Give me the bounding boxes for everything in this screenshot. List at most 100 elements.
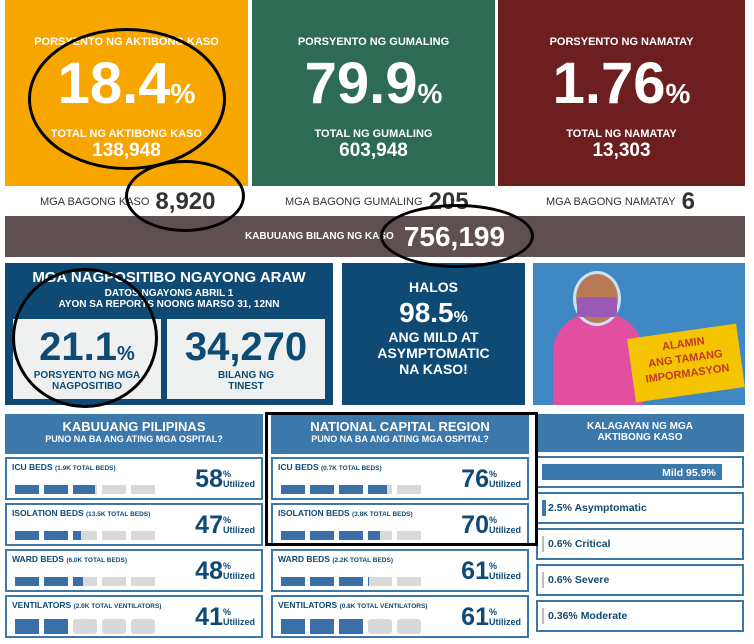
value: 61 [461,603,489,631]
bed-fill [368,577,370,586]
bed-icon [73,481,97,494]
status-bar [542,572,544,588]
bed-fill [44,531,68,540]
bed-icon [44,527,68,540]
bed-icons [281,619,421,634]
capacity: (3.8K TOTAL BEDS) [352,511,413,518]
hospital-item: ICU BEDS (1.9K TOTAL BEDS) 58% Utilized [5,457,263,500]
bed-icon [339,573,363,586]
ventilator-icon [397,619,421,634]
bed-icon [310,573,334,586]
status-bar: Mild 95.9% [542,464,722,480]
status-item: 0.36% Moderate [536,600,744,632]
hospital-item: WARD BEDS (6.0K TOTAL BEDS) 48% Utilized [5,549,263,592]
label: PORSYENTO NG NAMATAY [549,36,694,48]
bed-icon [310,527,334,540]
status-item: 2.5% Asymptomatic [536,492,744,524]
capacity: (13.5K TOTAL BEDS) [86,511,151,518]
bed-fill [15,485,39,494]
utilized-label: Utilized [488,571,521,581]
subtitle: PUNO NA BA ANG ATING MGA OSPITAL? [311,434,489,444]
bed-fill [368,531,380,540]
unit: % Utilized [488,561,521,581]
bed-icon [131,527,155,540]
ph-hospitals: KABUUANG PILIPINAS PUNO NA BA ANG ATING M… [5,414,263,638]
bed-fill [44,619,68,634]
unit: % [417,78,443,109]
title: AKTIBONG KASO [597,432,683,443]
capacity: (1.9K TOTAL BEDS) [55,465,116,472]
ventilator-icon [73,619,97,634]
utilization: 70% Utilized [461,511,521,540]
value: 48 [195,557,223,585]
status-item: 0.6% Severe [536,564,744,596]
subtitle: PUNO NA BA ANG ATING MGA OSPITAL? [45,434,223,444]
bed-icon [310,481,334,494]
ncr-header: NATIONAL CAPITAL REGION PUNO NA BA ANG AT… [271,414,529,454]
utilized-label: Utilized [488,525,521,535]
value: 61 [461,557,489,585]
status-item: 0.6% Critical [536,528,744,560]
value: 76 [461,465,489,493]
status-bar [542,500,546,516]
bed-fill [339,619,363,634]
capacity: (2.0K TOTAL VENTILATORS) [73,603,162,610]
unit: % [453,309,468,326]
bed-icon [73,527,97,540]
sub-label: TOTAL NG NAMATAY [566,128,677,140]
value: 34,270 [184,325,308,369]
item-title: ISOLATION BEDS (13.5K TOTAL BEDS) [12,508,150,518]
bed-icon [368,573,392,586]
utilization: 58% Utilized [195,465,255,494]
item-title: ICU BEDS (1.9K TOTAL BEDS) [12,462,116,472]
case-status: KALAGAYAN NG MGA AKTIBONG KASO Mild 95.9%… [536,414,744,632]
utilization: 61% Utilized [461,557,521,586]
promo-image[interactable]: ALAMIN ANG TAMANG IMPORMASYON [533,263,745,405]
item-title: ICU BEDS (0.7K TOTAL BEDS) [278,462,382,472]
bed-fill [73,531,82,540]
value: 98.5 [399,297,454,328]
sub-label: TOTAL NG GUMALING [314,128,433,140]
item-title: VENTILATORS (2.0K TOTAL VENTILATORS) [12,600,161,610]
bed-fill [281,619,305,634]
bed-icon [397,573,421,586]
deaths-percent: 1.76% [498,54,745,124]
bed-icon [102,573,126,586]
bed-icons [15,481,155,494]
item-title: WARD BEDS (6.0K TOTAL BEDS) [12,554,127,564]
bed-icon [15,481,39,494]
bed-icon [102,481,126,494]
utilization: 47% Utilized [195,511,255,540]
capacity: (0.7K TOTAL BEDS) [321,465,382,472]
value: 1.76 [552,51,666,116]
value: 47 [195,511,223,539]
annotation-circle [12,268,158,408]
utilized-label: Utilized [222,525,255,535]
promo-sign: ALAMIN ANG TAMANG IMPORMASYON [627,323,745,403]
title: KALAGAYAN NG MGA [587,421,693,432]
label: Mild 95.9% [662,467,716,479]
bed-icon [44,573,68,586]
bed-fill [281,531,305,540]
bed-fill [310,531,334,540]
line: NA KASO! [399,361,468,377]
bed-fill [310,619,334,634]
bed-icon [368,527,392,540]
bed-fill [339,485,363,494]
mask-icon [577,297,617,317]
sub-value: 603,948 [339,140,408,161]
utilized-label: Utilized [488,479,521,489]
total-cases-bar: KABUUANG BILANG NG KASO 756,199 [5,216,745,257]
bed-fill [310,577,334,586]
hospital-item: WARD BEDS (2.2K TOTAL BEDS) 61% Utilized [271,549,529,592]
utilized-label: Utilized [222,617,255,627]
line: ASYMPTOMATIC [377,345,490,361]
utilized-label: Utilized [222,479,255,489]
bed-icon [368,481,392,494]
hospital-item: ICU BEDS (0.7K TOTAL BEDS) 76% Utilized [271,457,529,500]
bed-icon [339,527,363,540]
line1: DATOS NGAYONG ABRIL 1 [104,288,234,299]
halos-panel: HALOS 98.5% ANG MILD AT ASYMPTOMATIC NA … [342,263,525,405]
annotation-circle [125,160,245,232]
item-title: VENTILATORS (0.8K TOTAL VENTILATORS) [278,600,427,610]
